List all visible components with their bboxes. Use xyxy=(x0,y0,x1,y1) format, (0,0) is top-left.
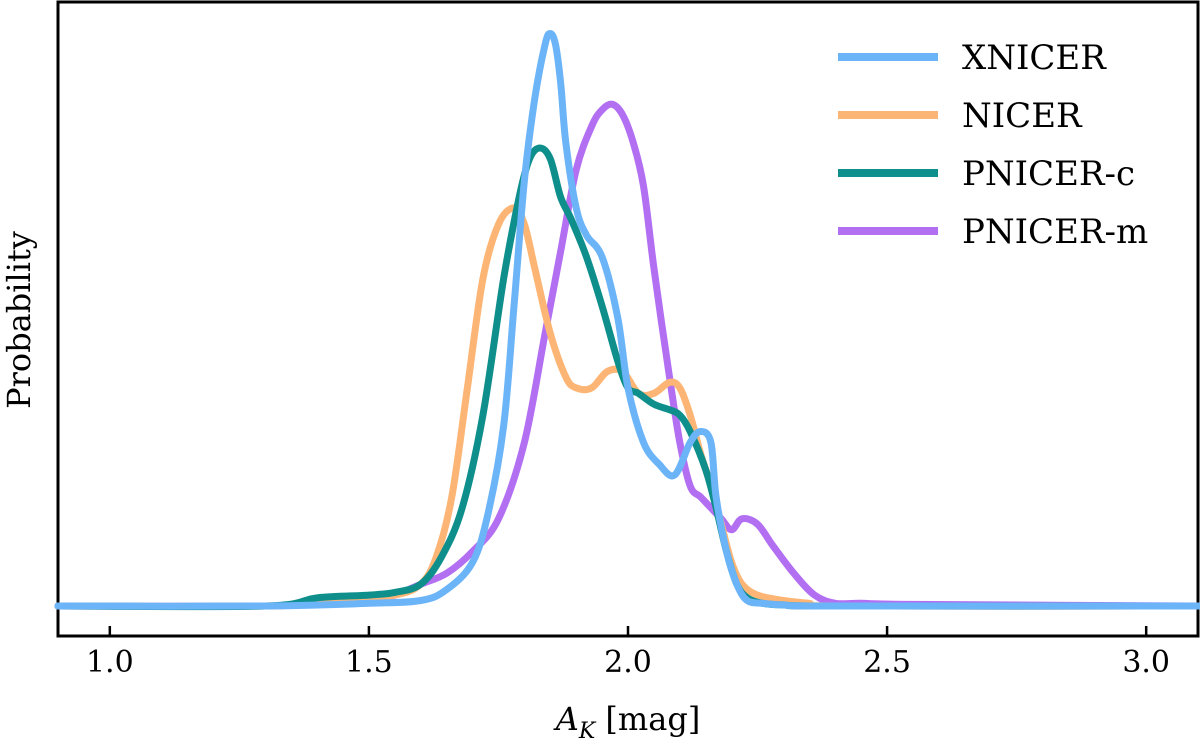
x-tick-label: 2.5 xyxy=(863,645,911,680)
series-line-pnicer-m xyxy=(54,100,1200,610)
legend-label-pnicer-m: PNICER-m xyxy=(962,212,1148,252)
legend: XNICER NICER PNICER-c PNICER-m xyxy=(838,38,1148,252)
x-axis-label: AK [mag] xyxy=(553,700,701,744)
x-tick-label: 1.5 xyxy=(345,645,393,680)
x-tick-label: 2.0 xyxy=(604,645,652,680)
legend-label-nicer: NICER xyxy=(962,96,1083,136)
series-line-nicer xyxy=(54,204,1200,610)
x-tick-label: 1.0 xyxy=(86,645,134,680)
x-axis-label-sub: K xyxy=(578,719,597,744)
series-line-xnicer xyxy=(54,30,1200,610)
y-axis-label: Probability xyxy=(0,231,38,409)
x-axis-label-unit: [mag] xyxy=(595,700,700,738)
legend-label-pnicer-c: PNICER-c xyxy=(962,154,1135,194)
x-tick-label: 3.0 xyxy=(1122,645,1170,680)
series-group xyxy=(54,30,1200,611)
x-axis-ticks: 1.0 1.5 2.0 2.5 3.0 xyxy=(86,626,1170,680)
x-axis-label-main: A xyxy=(553,700,579,738)
legend-label-xnicer: XNICER xyxy=(962,38,1107,78)
